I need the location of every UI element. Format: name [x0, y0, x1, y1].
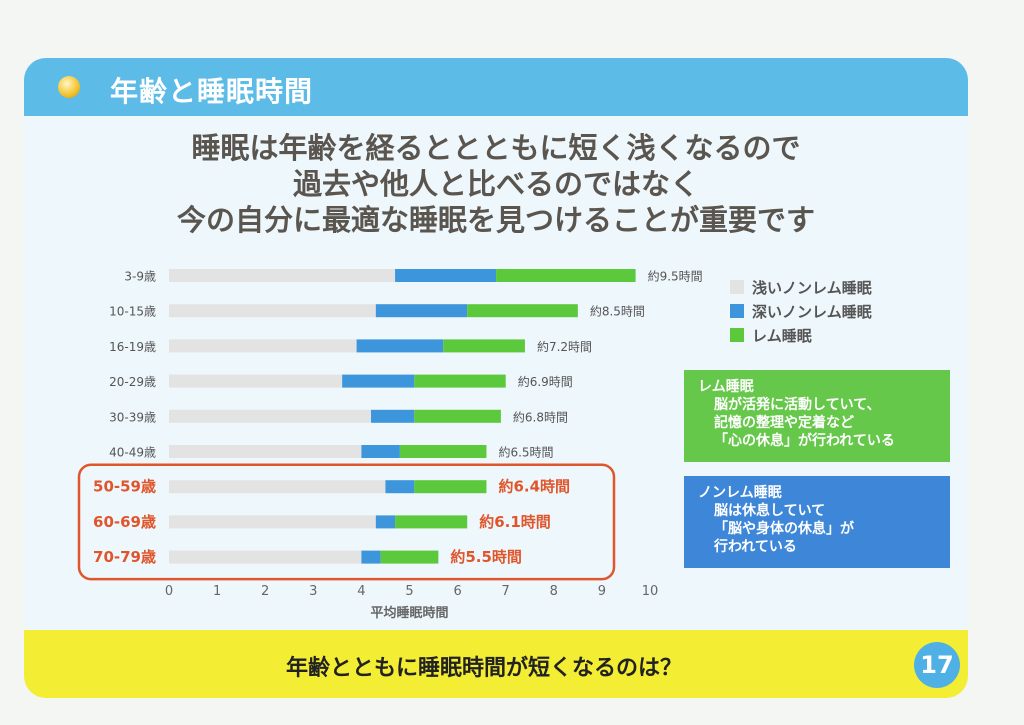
x-tick-label: 7 [502, 584, 510, 599]
total-label: 約6.9時間 [518, 374, 573, 389]
legend-swatch [730, 280, 744, 294]
total-label: 約5.5時間 [450, 548, 522, 566]
bar-segment [169, 339, 357, 353]
bar-segment [169, 515, 376, 529]
rem-info-line: 「心の休息」が行われている [714, 433, 895, 449]
bar-segment [395, 269, 497, 282]
headline-line-3: 今の自分に最適な睡眠を見つけることが重要です [176, 203, 815, 237]
nonrem-info-line: 行われている [714, 539, 797, 555]
x-tick-label: 4 [357, 584, 365, 599]
x-tick-label: 8 [550, 584, 558, 599]
bar-segment [356, 339, 444, 353]
nonrem-info-line: 「脳や身体の休息」が [714, 521, 854, 537]
bar-segment [414, 480, 487, 494]
x-tick-label: 1 [213, 584, 221, 599]
page-title: 年齢と睡眠時間 [110, 75, 314, 108]
category-label: 30-39歳 [109, 410, 156, 424]
category-label: 16-19歳 [109, 340, 156, 354]
rem-info-line: 記憶の整理や定着など [714, 415, 854, 431]
bar-segment [169, 304, 376, 318]
highlight-frame [77, 463, 616, 581]
category-label: 50-59歳 [93, 478, 156, 496]
bar-segment [467, 304, 578, 318]
x-tick-label: 3 [309, 584, 317, 599]
total-label: 約7.2時間 [537, 339, 592, 354]
x-axis-label: 平均睡眠時間 [370, 605, 448, 621]
legend-swatch [730, 328, 744, 342]
page-number: 17 [914, 642, 960, 688]
bar-segment [361, 445, 400, 458]
rem-info-title: レム睡眠 [698, 379, 754, 395]
total-label: 約6.1時間 [479, 513, 551, 531]
bar-segment [414, 374, 506, 388]
footer-question: 年齢とともに睡眠時間が短くなるのは？ [285, 656, 682, 681]
bar-segment [395, 515, 468, 529]
bullet-circle-icon [58, 76, 80, 98]
bar-segment [375, 304, 468, 318]
bar-segment [169, 445, 362, 458]
category-label: 20-29歳 [109, 375, 156, 389]
nonrem-info-title: ノンレム睡眠 [698, 485, 782, 501]
bar-segment [385, 480, 415, 494]
headline: 睡眠は年齢を経るととともに短く浅くなるので 過去や他人と比べるのではなく 今の自… [24, 130, 968, 238]
category-label: 70-79歳 [93, 548, 156, 566]
x-tick-label: 10 [642, 584, 659, 599]
bar-segment [399, 445, 487, 458]
bar-segment [169, 550, 362, 564]
legend-label: 深いノンレム睡眠 [752, 303, 872, 321]
nonrem-info-box: ノンレム睡眠 脳は休息していて 「脳や身体の休息」が 行われている [684, 476, 950, 568]
total-label: 約9.5時間 [648, 269, 703, 284]
rem-info-line: 脳が活発に活動していて、 [714, 397, 881, 413]
total-label: 約6.4時間 [498, 478, 570, 496]
bar-segment [414, 409, 501, 423]
bar-segment [169, 269, 396, 282]
footer-bar: 年齢とともに睡眠時間が短くなるのは？ 17 [24, 630, 968, 698]
bar-segment [342, 374, 415, 388]
bar-segment [169, 480, 386, 494]
category-label: 3-9歳 [124, 270, 156, 284]
x-tick-label: 9 [598, 584, 606, 599]
nonrem-info-line: 脳は休息していて [714, 503, 826, 519]
bar-segment [375, 515, 396, 529]
category-label: 10-15歳 [109, 305, 156, 319]
category-label: 40-49歳 [109, 446, 156, 460]
x-tick-label: 5 [405, 584, 413, 599]
x-tick-label: 6 [453, 584, 461, 599]
bar-segment [371, 409, 415, 423]
bar-segment [443, 339, 525, 353]
rem-info-box: レム睡眠 脳が活発に活動していて、 記憶の整理や定着など 「心の休息」が行われて… [684, 370, 950, 462]
legend-swatch [730, 304, 744, 318]
category-label: 60-69歳 [93, 513, 156, 531]
bar-segment [380, 550, 439, 564]
headline-line-2: 過去や他人と比べるのではなく [292, 167, 699, 201]
header-bar: 年齢と睡眠時間 [24, 58, 968, 116]
headline-line-1: 睡眠は年齢を経るととともに短く浅くなるので [191, 131, 801, 165]
bar-segment [169, 409, 372, 423]
legend-label: 浅いノンレム睡眠 [752, 279, 872, 297]
x-tick-label: 0 [165, 584, 173, 599]
bar-segment [496, 269, 636, 282]
bar-segment [169, 374, 343, 388]
x-tick-label: 2 [261, 584, 269, 599]
total-label: 約6.8時間 [513, 409, 568, 424]
slide: 年齢と睡眠時間 睡眠は年齢を経るととともに短く浅くなるので 過去や他人と比べるの… [24, 58, 968, 698]
bar-segment [361, 550, 381, 564]
legend-label: レム睡眠 [752, 327, 812, 345]
total-label: 約6.5時間 [498, 445, 553, 460]
total-label: 約8.5時間 [590, 304, 645, 319]
